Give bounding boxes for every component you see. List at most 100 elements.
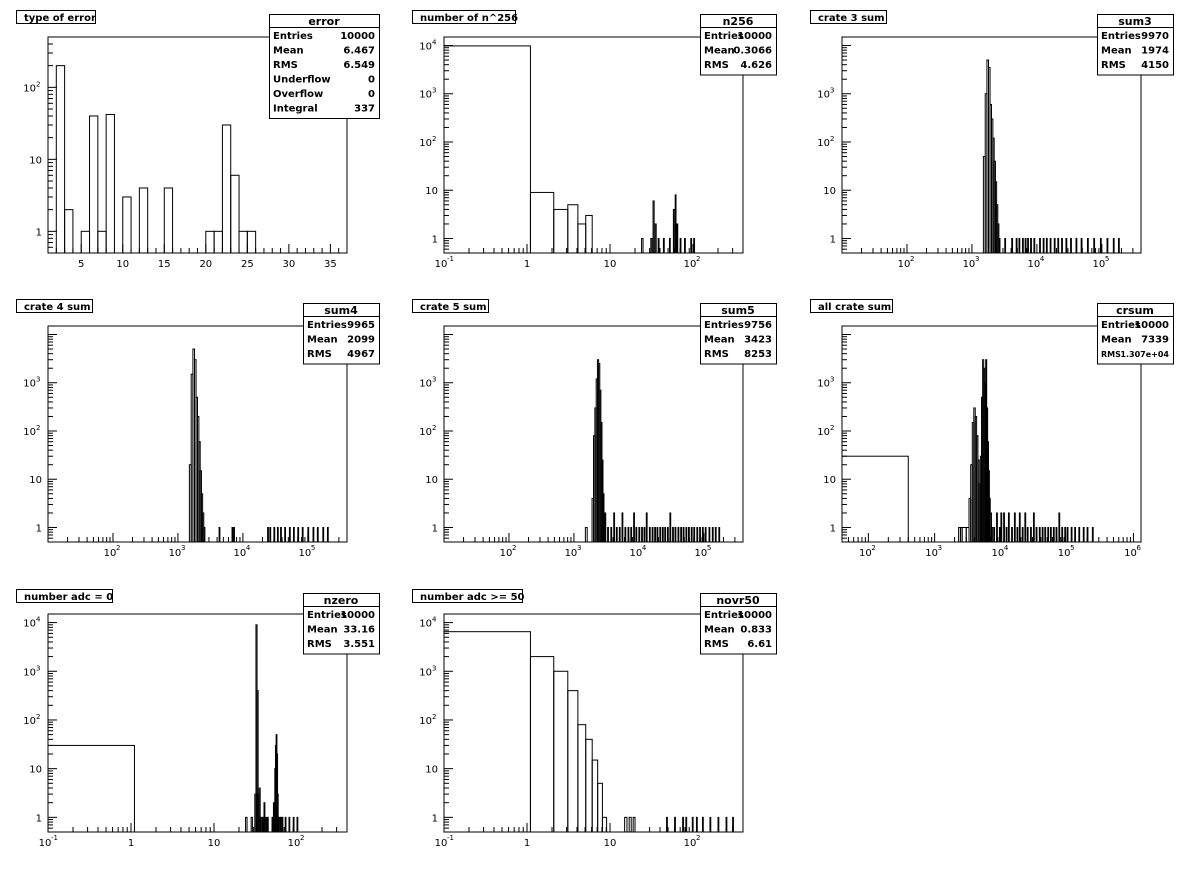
histogram-bin <box>1015 237 1018 254</box>
histogram-title: number adc >= 50 <box>412 589 525 603</box>
y-tick-exponent: 4 <box>36 616 41 624</box>
histogram-bin <box>47 744 135 833</box>
stat-label: Overflow <box>273 89 323 100</box>
y-tick-exponent: 3 <box>432 87 436 95</box>
y-tick-exponent: 3 <box>830 376 834 384</box>
x-tick-exponent: 2 <box>300 834 304 842</box>
x-tick-label: 10 <box>898 259 911 270</box>
stat-value: 6.549 <box>343 60 375 71</box>
x-tick-label: 15 <box>158 259 171 270</box>
histogram-bin <box>585 738 593 833</box>
histogram-bin <box>1064 526 1067 543</box>
stat-value: 1974 <box>1141 46 1169 57</box>
histogram-bin <box>641 526 643 543</box>
histogram-bin <box>680 526 683 543</box>
x-tick-exponent: 4 <box>246 544 251 552</box>
histogram-title: all crate sum <box>810 299 893 313</box>
histogram-bin <box>841 455 909 543</box>
stat-value: 9756 <box>744 320 772 331</box>
x-tick-exponent: -1 <box>447 834 454 842</box>
stat-value: 337 <box>354 104 375 115</box>
histogram-bin <box>718 526 721 543</box>
x-axis-ticks: 10 2 10 3 10 4 10 5 10 6 <box>841 533 1141 559</box>
histogram-bin <box>1042 237 1045 254</box>
y-tick-exponent: 2 <box>36 713 40 721</box>
x-axis-ticks: 10 -1 1 10 10 2 <box>435 244 744 270</box>
x-axis-ticks: 10 -1 1 10 10 2 <box>39 823 348 849</box>
histogram-bin <box>591 759 599 833</box>
stat-value: 0.833 <box>740 625 772 636</box>
y-tick-label: 10 <box>419 90 432 101</box>
histogram-bin <box>1070 526 1073 543</box>
histogram-bin <box>122 196 132 254</box>
histogram-bins <box>188 348 329 543</box>
histogram-bin <box>1080 237 1083 254</box>
y-tick-label: 10 <box>419 41 432 52</box>
histogram-bin <box>443 631 531 833</box>
histogram-bins <box>584 359 721 543</box>
histogram-bin <box>203 526 206 543</box>
histogram-title-text: crate 4 sum <box>24 302 91 313</box>
histogram-bin <box>1018 237 1021 254</box>
x-tick-exponent: 5 <box>1105 255 1109 263</box>
histogram-bin <box>1065 237 1068 254</box>
y-tick-label: 10 <box>823 186 836 197</box>
histogram-bin <box>651 526 654 543</box>
histogram-bin <box>233 526 235 543</box>
histogram-bin <box>601 816 608 833</box>
plot-frame <box>443 36 744 254</box>
histogram-bin <box>998 526 1001 543</box>
y-tick-label: 10 <box>419 667 432 678</box>
histogram-bin <box>280 526 282 543</box>
y-tick-exponent: 2 <box>432 424 436 432</box>
plot-frame <box>443 613 744 833</box>
histogram-bins <box>982 59 1120 254</box>
stat-value: 3.551 <box>343 639 375 650</box>
y-tick-label: 1 <box>36 227 42 238</box>
histogram-bin <box>624 526 627 543</box>
x-tick-exponent: 2 <box>696 255 700 263</box>
histogram-bin <box>1018 512 1021 543</box>
x-axis-ticks: 10 2 10 3 10 4 10 5 <box>47 533 348 559</box>
histogram-bin <box>664 526 667 543</box>
y-tick-exponent: 2 <box>830 135 834 143</box>
histogram-bin <box>615 526 618 543</box>
histogram-bin <box>1078 526 1081 543</box>
y-tick-label: 10 <box>817 427 830 438</box>
stat-label: Mean <box>704 625 735 636</box>
histogram-bin <box>1093 237 1096 254</box>
x-tick-label: 10 <box>684 259 697 270</box>
y-tick-label: 10 <box>823 475 836 486</box>
histogram-bin <box>284 816 287 833</box>
stat-label: Entries <box>307 320 347 331</box>
histogram-bin <box>1024 237 1027 254</box>
stat-label: Mean <box>1101 46 1132 57</box>
x-tick-exponent: 3 <box>181 544 185 552</box>
histogram-bin <box>1024 512 1027 543</box>
histogram-bin <box>312 526 315 543</box>
x-tick-label: 10 <box>208 838 221 849</box>
stat-value: 10000 <box>737 610 772 621</box>
stat-value: 0 <box>368 75 375 86</box>
histogram-bin <box>1026 526 1029 543</box>
x-tick-label: 10 <box>435 259 448 270</box>
stat-box-title: sum3 <box>1118 15 1152 28</box>
y-tick-label: 1 <box>830 234 836 245</box>
histogram-bin <box>1011 237 1014 254</box>
histogram-title-text: number of n^256 <box>420 13 518 24</box>
x-tick-label: 10 <box>435 838 448 849</box>
stat-label: RMS <box>307 639 332 650</box>
histogram-bin <box>685 816 688 833</box>
stat-value: 0 <box>368 89 375 100</box>
histogram-bin <box>272 802 275 833</box>
histogram-title-text: number adc = 0 <box>24 592 113 603</box>
x-tick-exponent: 6 <box>1136 544 1141 552</box>
x-tick-label: 25 <box>241 259 254 270</box>
stat-label: Mean <box>704 335 735 346</box>
x-tick-label: 10 <box>1093 259 1106 270</box>
